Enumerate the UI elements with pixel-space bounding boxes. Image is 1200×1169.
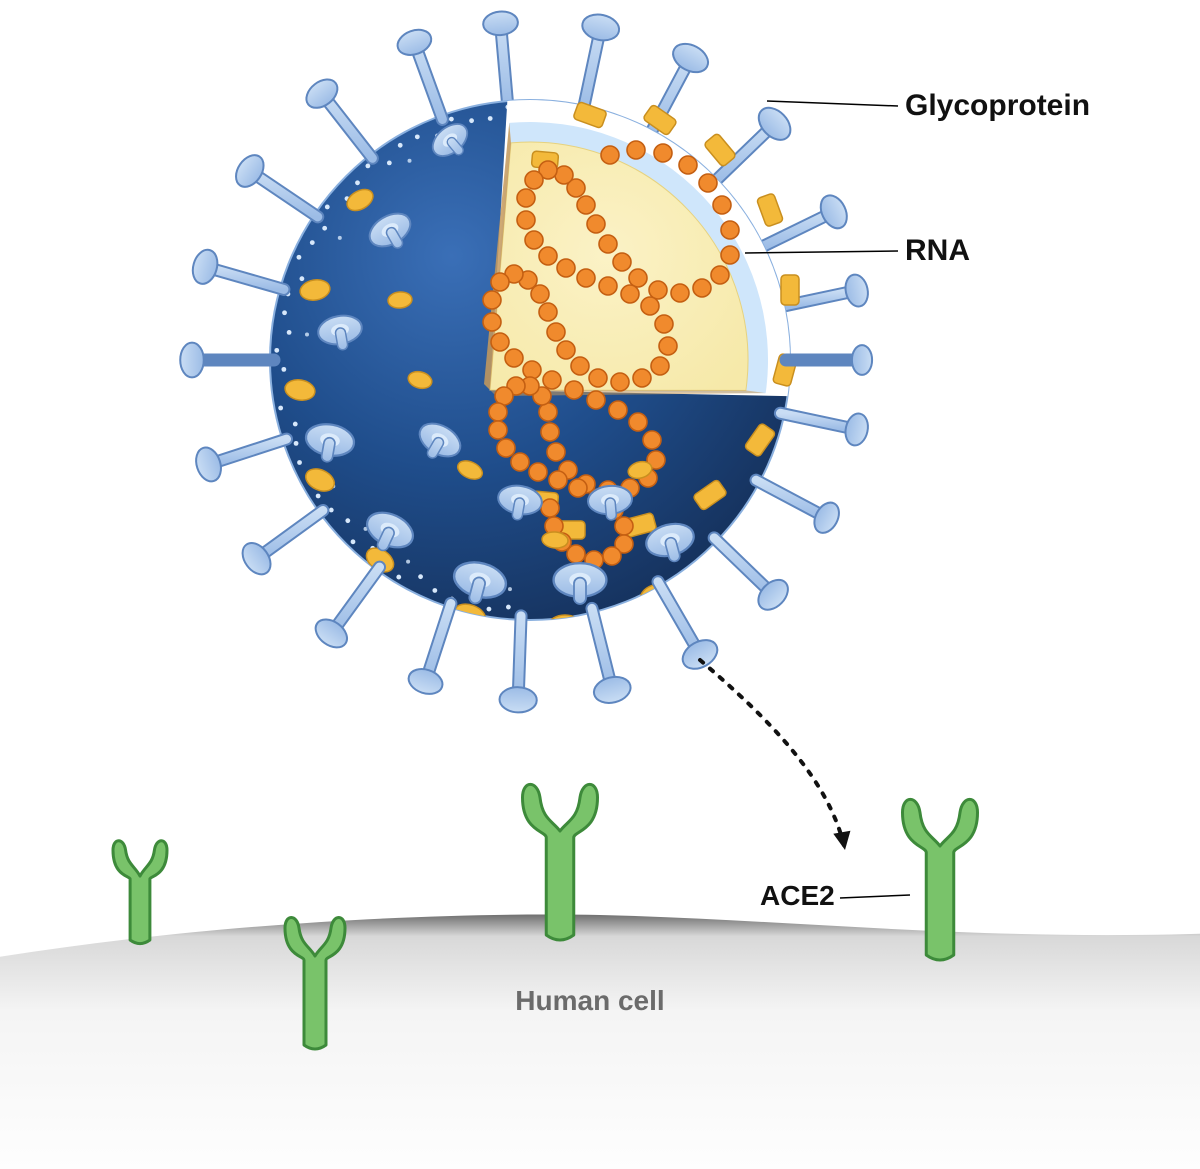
virus [180, 10, 872, 713]
label-human-cell: Human cell [515, 985, 664, 1016]
envelope-protein [781, 275, 799, 305]
ace2-receptor [113, 841, 167, 944]
leader-line [745, 251, 898, 253]
human-cell [0, 914, 1200, 1169]
label-ace2: ACE2 [760, 880, 835, 911]
arrowhead-icon [833, 831, 850, 850]
label-glycoprotein: Glycoprotein [905, 89, 1090, 122]
leader-line [767, 101, 898, 106]
envelope-protein [756, 193, 783, 227]
binding-arrow [700, 660, 845, 850]
virus-diagram: Glycoprotein RNA ACE2 Human cell [0, 0, 1200, 1169]
leader-line [840, 895, 910, 898]
label-rna: RNA [905, 234, 970, 267]
